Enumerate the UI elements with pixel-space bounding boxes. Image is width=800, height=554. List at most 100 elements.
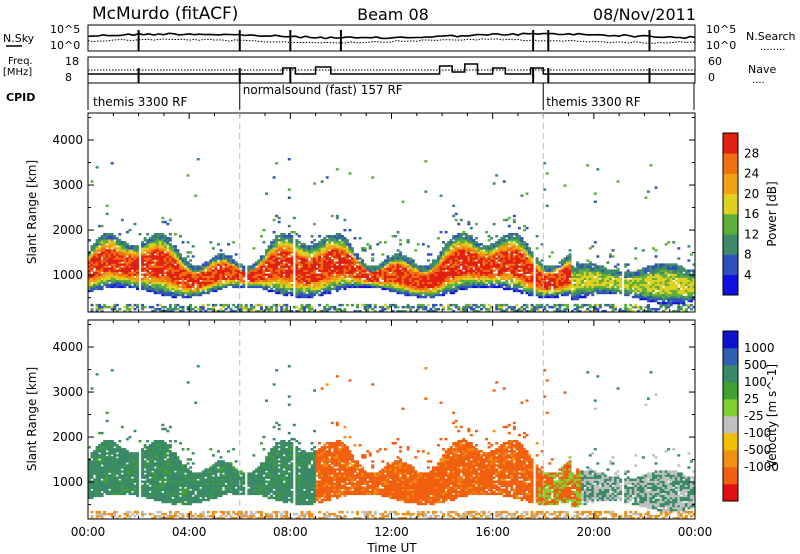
power-cell [156, 277, 160, 280]
power-cell [173, 303, 177, 307]
power-cell [308, 251, 311, 254]
power-cell [431, 305, 435, 309]
power-cell [644, 285, 648, 289]
power-cell [411, 267, 415, 270]
power-cell [166, 265, 170, 268]
power-cell [560, 261, 564, 264]
power-cell [313, 269, 317, 272]
power-cell [252, 285, 256, 289]
power-cell [156, 245, 160, 248]
power-cell [467, 283, 471, 287]
power-cell [141, 269, 145, 272]
power-cell [120, 281, 124, 285]
power-cell [340, 251, 344, 254]
power-cell [641, 269, 645, 272]
power-cell [525, 287, 529, 291]
power-cell [434, 279, 438, 283]
power-cell [267, 249, 271, 252]
power-cell [163, 293, 167, 297]
power-cell [93, 263, 96, 266]
power-cell [287, 241, 291, 244]
power-cell [480, 265, 483, 268]
power-cell [133, 279, 137, 283]
power-cell [459, 283, 463, 287]
power-cell [242, 285, 246, 289]
power-cell [206, 265, 210, 268]
power-cell [449, 279, 453, 283]
power-cell [310, 291, 314, 295]
power-cell [345, 243, 349, 246]
power-cell [394, 273, 397, 276]
power-cell [95, 283, 99, 287]
power-cell [353, 259, 357, 262]
power-cell [320, 261, 324, 264]
power-cell [262, 263, 266, 266]
power-cell [477, 273, 481, 276]
power-cell [194, 293, 198, 297]
power-cell [214, 279, 218, 283]
power-cell [275, 253, 279, 256]
power-cell [108, 267, 112, 270]
power-cell [128, 307, 132, 311]
power-cell [166, 243, 170, 246]
power-cell [583, 293, 587, 297]
power-cell [123, 267, 127, 270]
power-cell [394, 267, 397, 270]
power-cell [391, 255, 395, 258]
power-cell [629, 275, 633, 278]
power-cell [282, 239, 286, 242]
power-cell [131, 253, 134, 256]
power-cell [548, 265, 552, 268]
power-cell [330, 255, 334, 258]
power-cell [333, 249, 337, 252]
power-cell [525, 285, 529, 289]
power-cell [366, 275, 370, 278]
power-cell [262, 261, 266, 264]
power-cell [123, 277, 127, 280]
power-cell [275, 265, 279, 268]
power-cell [657, 271, 660, 274]
power-cell [348, 285, 352, 289]
power-cell [560, 259, 564, 262]
power-cell [588, 261, 592, 264]
power-cell [649, 283, 653, 287]
power-cell [523, 251, 526, 254]
power-cell [447, 251, 451, 254]
power-cell [497, 245, 501, 248]
power-cell [305, 259, 309, 262]
power-cell [123, 261, 127, 264]
power-cell [335, 279, 339, 283]
power-cell [285, 293, 289, 297]
power-cell [361, 249, 365, 252]
power-cell [505, 235, 509, 238]
power-cell [282, 303, 286, 307]
power-cell [409, 261, 413, 264]
power-cell [199, 305, 203, 309]
power-cell [95, 275, 99, 278]
power-cell [462, 285, 466, 289]
power-cell [151, 309, 155, 313]
power-cell [421, 307, 425, 311]
power-cell [442, 305, 446, 309]
power-cell [259, 303, 263, 307]
power-cell [555, 279, 559, 283]
power-cell [280, 259, 284, 262]
power-cell [454, 287, 458, 291]
power-cell [320, 277, 324, 280]
power-cell [156, 255, 160, 258]
power-cell [641, 283, 645, 287]
power-cell [302, 275, 306, 278]
power-cell [593, 271, 597, 274]
power-cell [591, 277, 595, 280]
power-cell [492, 249, 496, 252]
power-cell [356, 309, 360, 313]
power-cell [404, 271, 408, 274]
power-cell [340, 265, 344, 268]
power-cell [578, 283, 582, 287]
power-cell [325, 279, 329, 283]
power-cell [361, 281, 365, 285]
power-cell [287, 253, 291, 256]
power-cell [434, 273, 438, 276]
power-cell [548, 289, 552, 293]
